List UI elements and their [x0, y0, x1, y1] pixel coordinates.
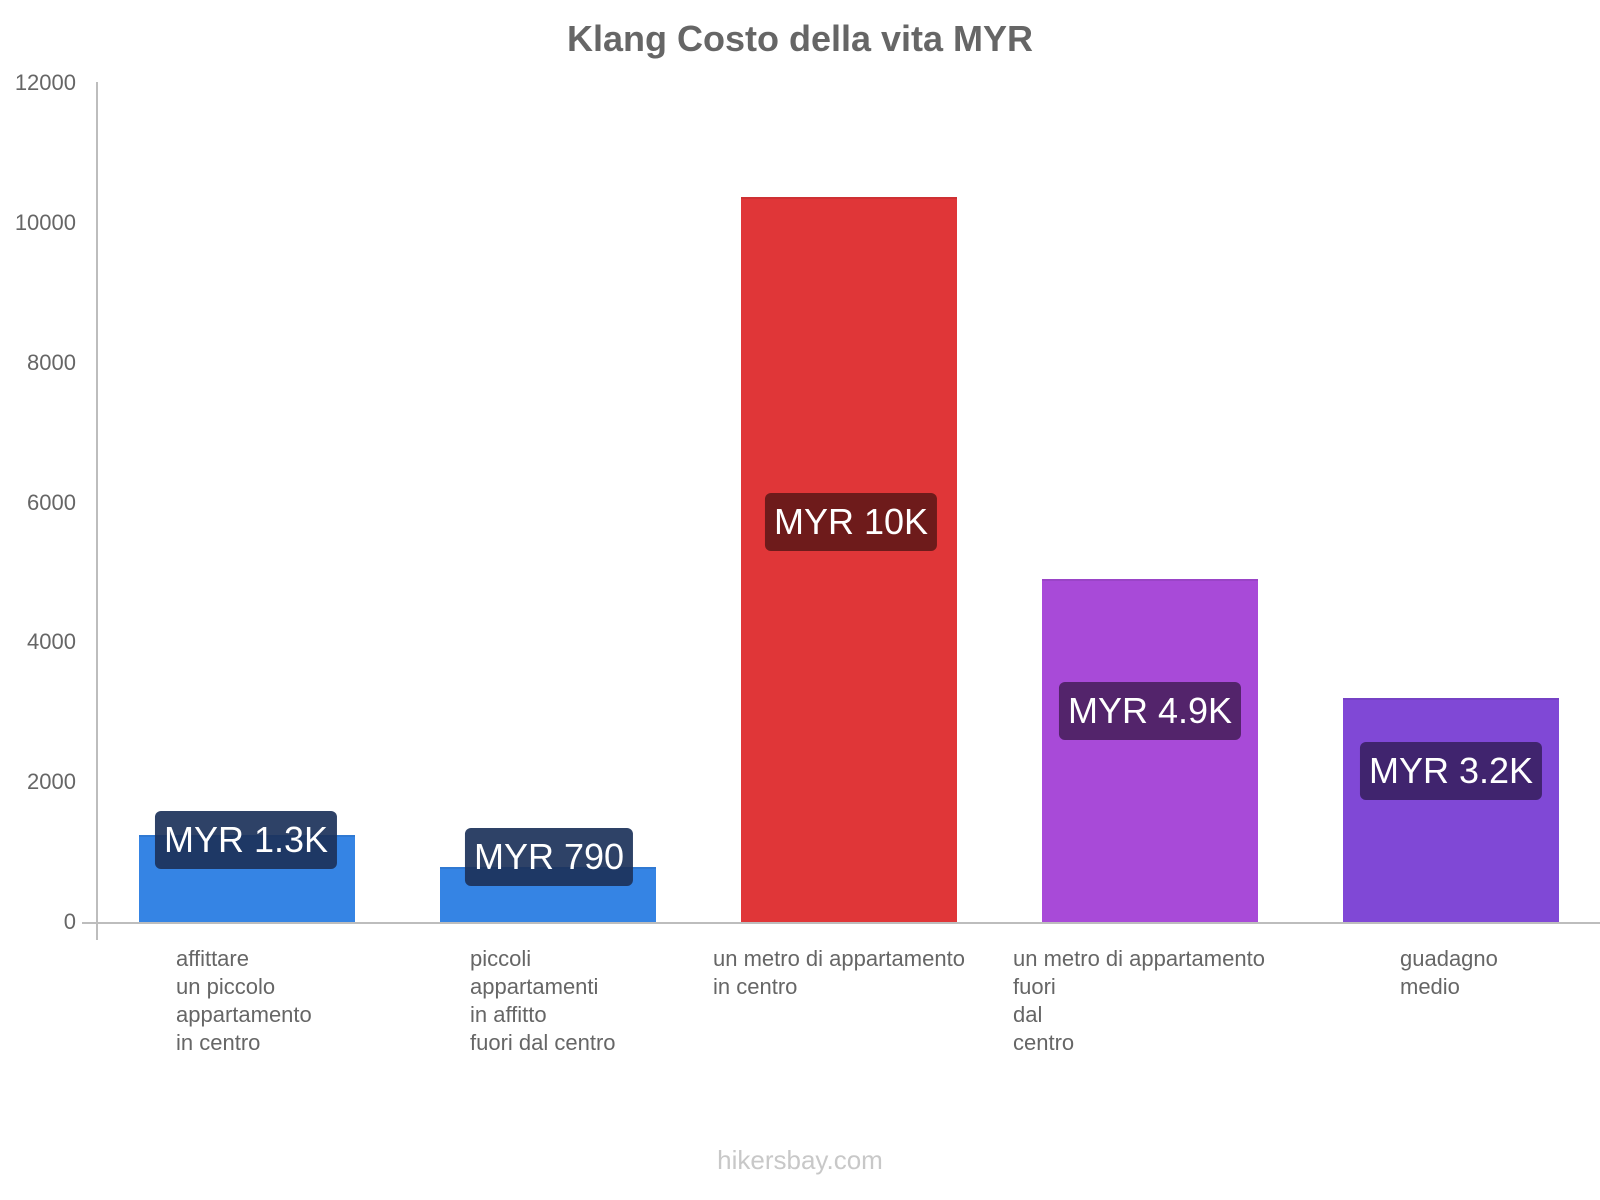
- x-axis-line: [82, 922, 1600, 924]
- y-tick-label: 12000: [14, 70, 76, 95]
- bar-value-label: MYR 1.3K: [154, 811, 338, 869]
- chart-title: Klang Costo della vita MYR: [566, 18, 1034, 59]
- x-category-label: un metro di appartamento fuori dal centr…: [1013, 946, 1265, 1055]
- bar: [1042, 578, 1258, 922]
- bar: [1343, 698, 1559, 922]
- x-category-label: guadagno medio: [1400, 946, 1498, 999]
- y-tick-label: 8000: [27, 349, 76, 375]
- y-tick-label: 6000: [27, 489, 76, 515]
- bar: [741, 196, 957, 922]
- y-tick-mark-zero: [84, 922, 96, 924]
- y-tick-label: 2000: [27, 769, 76, 795]
- bar-value-label: MYR 790: [464, 828, 634, 886]
- x-category-label: affittare un piccolo appartamento in cen…: [176, 946, 312, 1055]
- y-tick-label: 10000: [14, 209, 76, 235]
- y-tick-label: 0: [63, 909, 76, 934]
- x-category-label: un metro di appartamento in centro: [713, 946, 965, 999]
- bar-value-label: MYR 3.2K: [1359, 742, 1543, 800]
- x-category-label: piccoli appartamenti in affitto fuori da…: [470, 946, 616, 1055]
- bar-value-label: MYR 4.9K: [1058, 682, 1242, 740]
- watermark: hikersbay.com: [717, 1145, 883, 1175]
- bar-value-label: MYR 10K: [764, 493, 938, 551]
- y-axis-line: [96, 82, 98, 940]
- y-tick-label: 4000: [27, 629, 76, 655]
